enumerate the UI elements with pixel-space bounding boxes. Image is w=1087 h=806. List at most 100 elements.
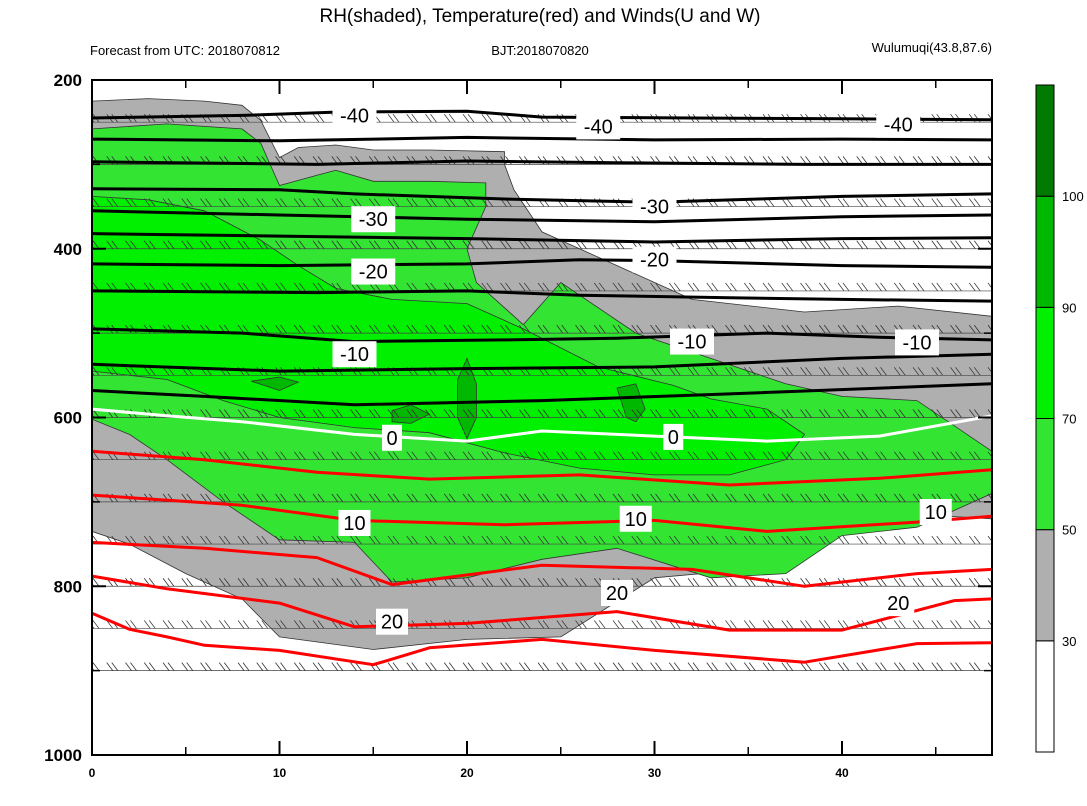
contour-label-13: 10 — [625, 509, 647, 531]
contour-label-bg-16 — [601, 580, 633, 606]
barb-row-200 — [93, 80, 981, 81]
colorbar-band-1 — [1035, 529, 1055, 642]
barb-ticks-450 — [92, 282, 992, 292]
colorbar-band-5 — [1035, 84, 1055, 197]
xtick-label-30: 30 — [648, 766, 662, 780]
xtick-label-20: 20 — [460, 766, 474, 780]
subtitle-bjt: BJT:2018070820 — [491, 43, 589, 58]
isotherm-10-14 — [92, 540, 992, 588]
contour-label-5: -20 — [359, 262, 388, 284]
isotherm--10-9 — [92, 352, 992, 373]
isotherm--30-5 — [92, 232, 992, 244]
contour-label-14: 10 — [925, 502, 947, 524]
contour-label-0: -40 — [340, 105, 369, 127]
contour-label-bg-17 — [882, 590, 915, 617]
subtitle-station: Wulumuqi(43.8,87.6) — [872, 40, 992, 55]
contour-label-7: -10 — [340, 344, 369, 366]
xtick-label-40: 40 — [835, 766, 849, 780]
xtick-label-0: 0 — [89, 766, 96, 780]
contour-label-9: -10 — [903, 332, 932, 354]
isotherm--40-0 — [92, 109, 992, 122]
barb-ticks-600 — [92, 409, 992, 418]
colorbar-label-100: 100 — [1062, 189, 1084, 204]
contour-label-bg-13 — [619, 505, 652, 532]
contour-label-bg-6 — [632, 246, 677, 273]
contour-label-bg-0 — [332, 102, 377, 129]
contour-label-bg-2 — [876, 111, 921, 138]
colorbar-label-70: 70 — [1062, 412, 1076, 427]
rh-area-90-6 — [251, 376, 300, 391]
contour-label-6: -20 — [640, 250, 669, 272]
isotherm-10-12 — [92, 449, 992, 487]
contour-label-bg-12 — [338, 509, 371, 536]
isotherm--40-2 — [92, 159, 992, 166]
barb-ticks-700 — [92, 493, 992, 503]
contour-label-8: -10 — [678, 332, 707, 354]
colorbar-band-2 — [1035, 418, 1055, 531]
colorbar-label-90: 90 — [1062, 300, 1076, 315]
contour-label-10: 0 — [386, 428, 397, 450]
colorbar-band-4 — [1035, 195, 1055, 308]
contour-label-bg-3 — [351, 206, 396, 233]
contour-label-bg-8 — [670, 328, 714, 355]
contour-label-bg-5 — [351, 258, 396, 285]
barb-row-600 — [92, 409, 992, 418]
rh-area-90-4 — [616, 383, 646, 423]
contour-label-12: 10 — [343, 513, 365, 535]
barb-row-650 — [92, 451, 992, 460]
barb-ticks-200 — [93, 80, 981, 81]
rh-shading — [92, 98, 992, 650]
colorbar-label-50: 50 — [1062, 523, 1076, 538]
isotherm-10-13 — [92, 493, 992, 533]
barb-ticks-650 — [92, 451, 992, 460]
isotherms — [92, 109, 992, 667]
isotherm-0-11 — [92, 407, 992, 443]
rh-area-90-5 — [391, 404, 431, 424]
isotherm-20-16 — [92, 611, 992, 667]
contour-label-2: -40 — [884, 115, 913, 137]
contour-label-bg-11 — [663, 423, 684, 450]
contour-label-4: -30 — [640, 197, 669, 219]
contour-label-3: -30 — [359, 209, 388, 231]
contour-label-bg-7 — [332, 341, 377, 368]
barb-row-800 — [92, 578, 992, 587]
barb-row-700 — [92, 493, 992, 503]
ytick-label-600: 600 — [54, 409, 82, 428]
colorbar-band-0 — [1035, 640, 1055, 753]
barb-ticks-750 — [92, 535, 992, 545]
ytick-label-800: 800 — [54, 577, 82, 596]
contour-label-17: 20 — [887, 593, 909, 615]
colorbar-label-30: 30 — [1062, 634, 1076, 649]
contour-label-15: 20 — [381, 612, 403, 634]
isotherm--40-1 — [92, 135, 992, 143]
colorbar: 30 50 70 90 100 — [1035, 84, 1084, 753]
ytick-label-200: 200 — [54, 71, 82, 90]
contour-labels: -40 -40 -40 -30 -30 -20 -20 -10 -10 -10 0 0 10 10 10 20… — [332, 102, 952, 635]
subtitle-forecast: Forecast from UTC: 2018070812 — [90, 43, 280, 58]
contour-label-bg-14 — [919, 499, 952, 525]
barb-ticks-400 — [92, 240, 992, 249]
colorbar-band-3 — [1035, 306, 1055, 420]
contour-label-bg-1 — [576, 113, 621, 140]
contour-label-bg-10 — [382, 424, 402, 451]
contour-label-11: 0 — [668, 427, 679, 449]
barb-ticks-900 — [92, 662, 992, 671]
isotherm--30-4 — [92, 209, 992, 224]
isotherm--20-6 — [92, 258, 992, 269]
barb-row-450 — [92, 282, 992, 292]
plot-area: -40 -40 -40 -30 -30 -20 -20 -10 -10 -10 0 0 10 10 10 20… — [44, 71, 993, 780]
barb-row-900 — [92, 662, 992, 671]
barb-row-750 — [92, 535, 992, 545]
ytick-label-1000: 1000 — [44, 746, 82, 765]
plot-frame — [91, 79, 993, 756]
contour-label-1: -40 — [584, 116, 613, 138]
contour-label-bg-15 — [376, 608, 408, 635]
chart-title: RH(shaded), Temperature(red) and Winds(U… — [319, 6, 760, 27]
contour-label-16: 20 — [606, 583, 628, 605]
xtick-label-10: 10 — [273, 766, 287, 780]
ytick-label-400: 400 — [54, 240, 82, 259]
barb-row-400 — [92, 240, 992, 249]
isotherm--20-7 — [92, 289, 992, 303]
